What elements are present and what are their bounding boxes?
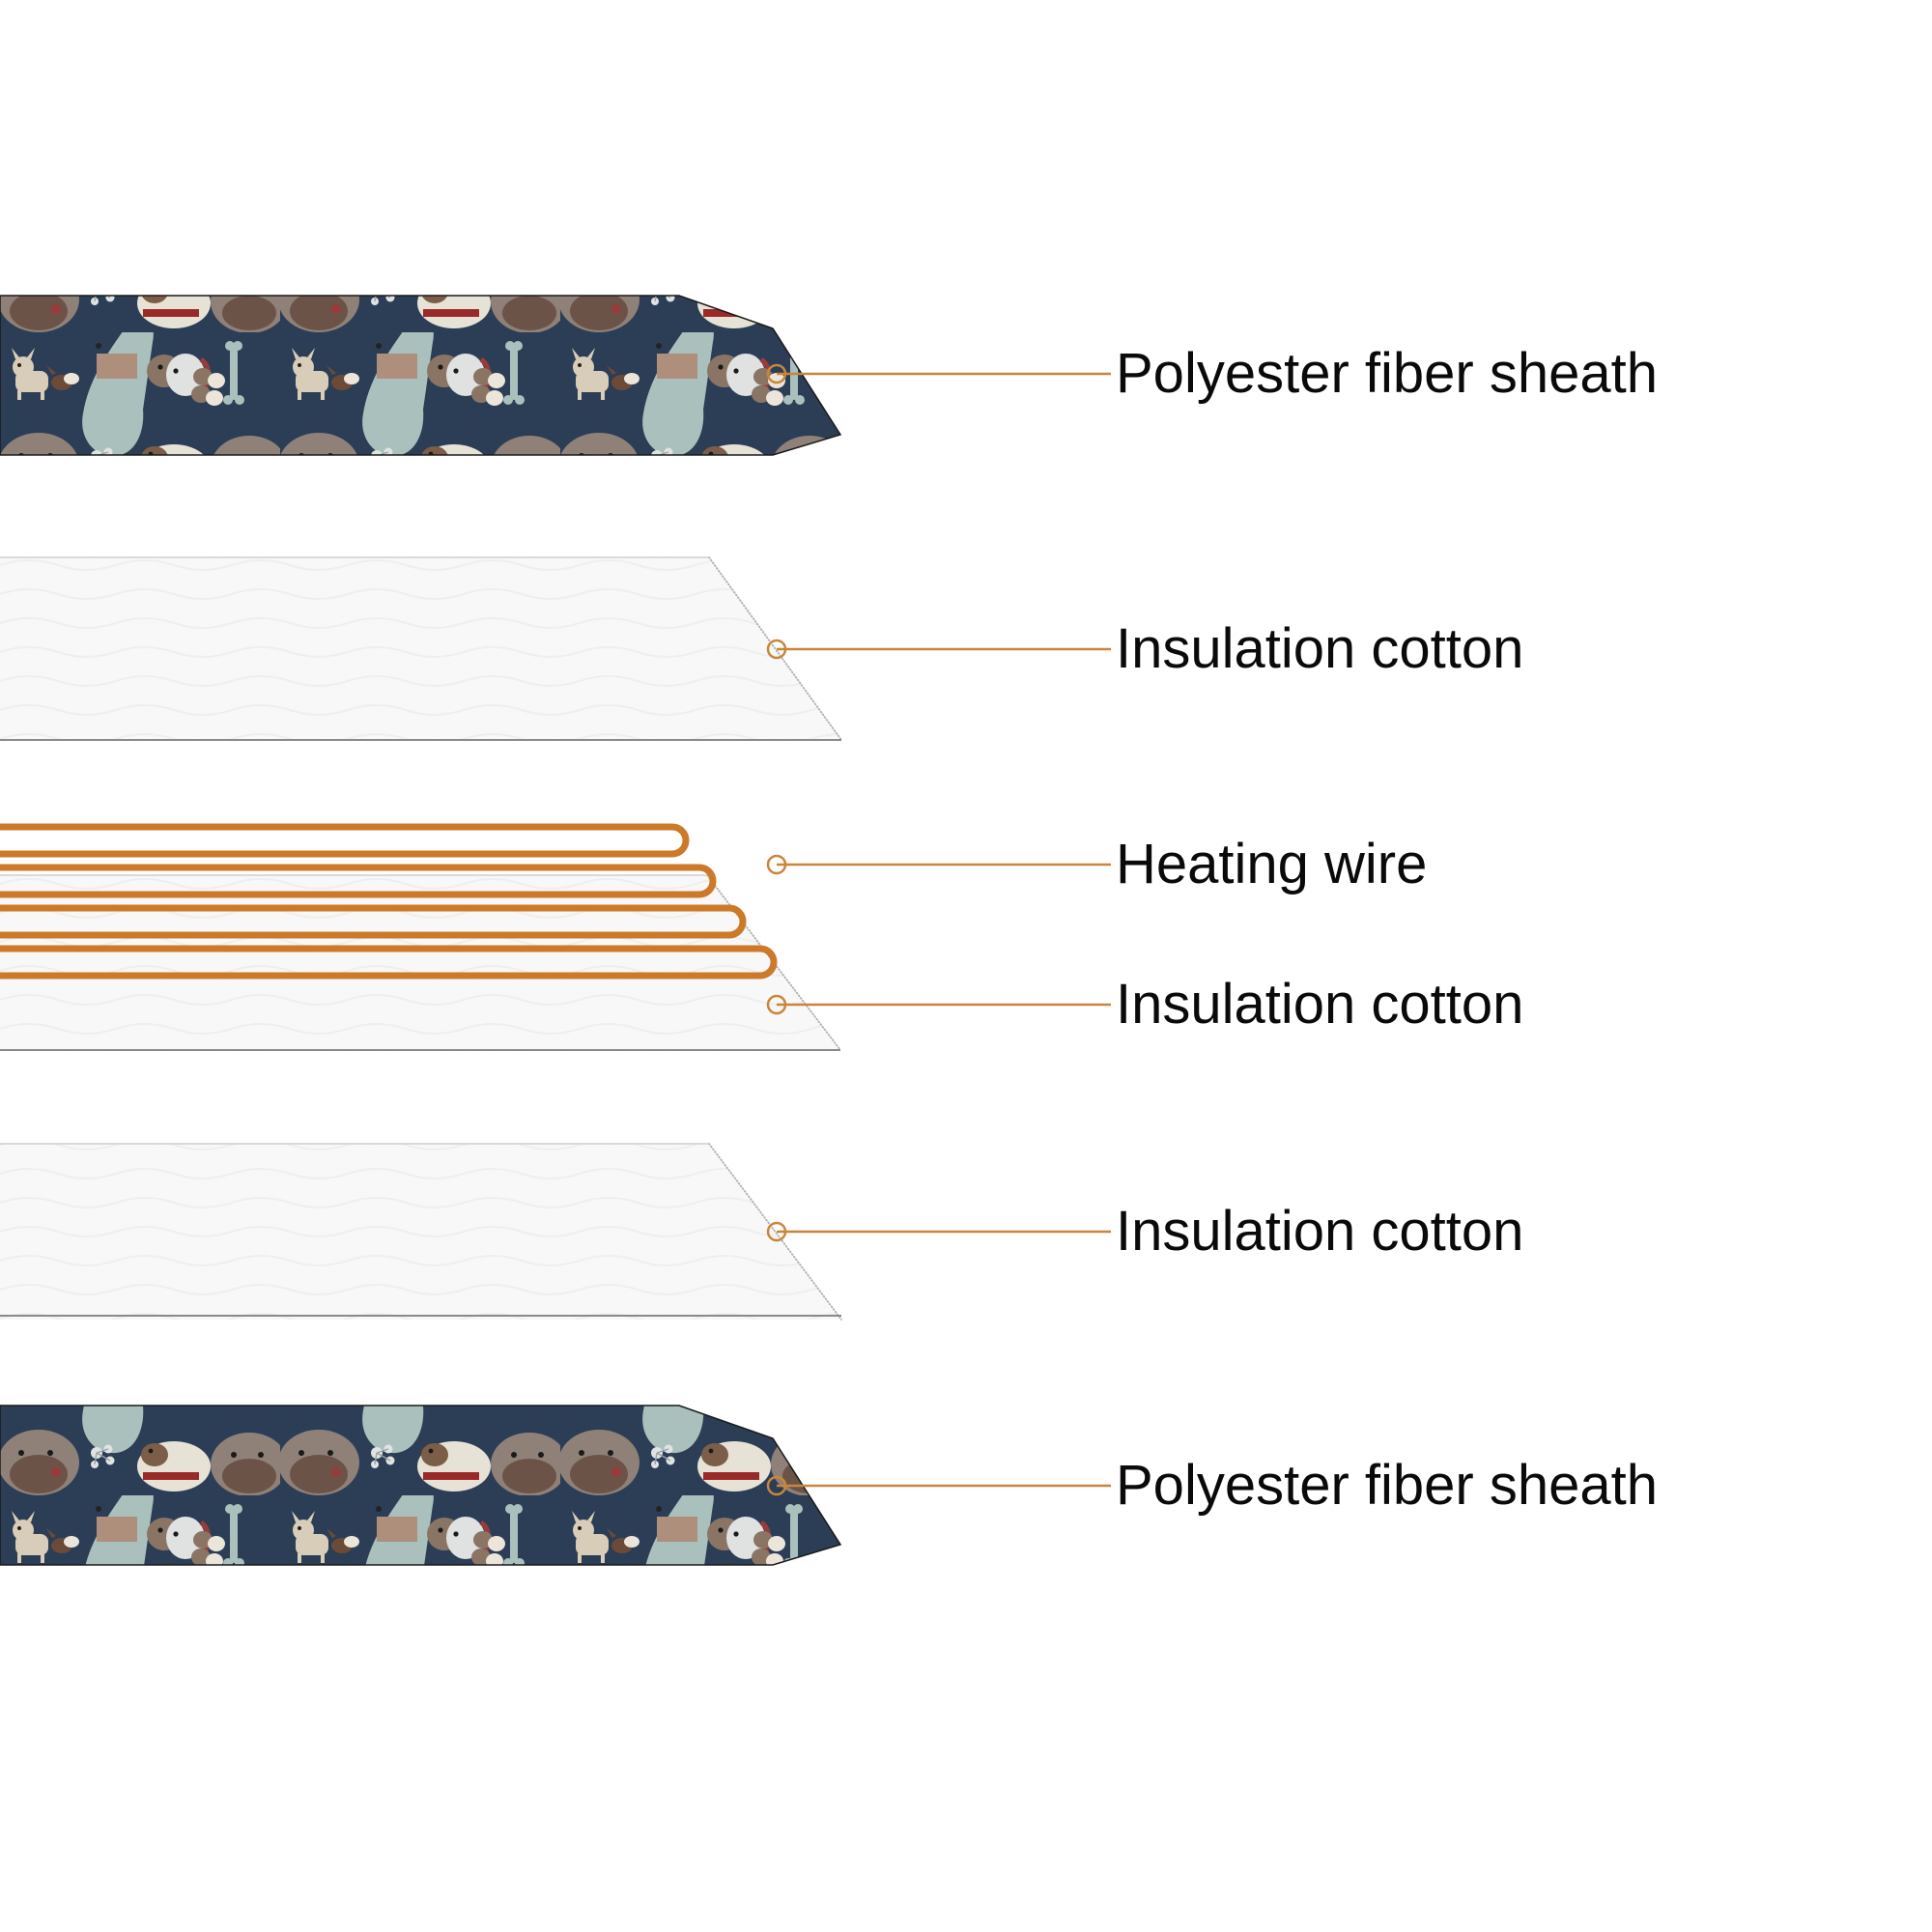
svg-text:Polyester fiber sheath: Polyester fiber sheath bbox=[1116, 342, 1658, 405]
svg-text:Insulation cotton: Insulation cotton bbox=[1116, 973, 1523, 1036]
svg-text:Insulation cotton: Insulation cotton bbox=[1116, 617, 1523, 680]
svg-text:Insulation cotton: Insulation cotton bbox=[1116, 1200, 1523, 1263]
svg-text:Polyester fiber sheath: Polyester fiber sheath bbox=[1116, 1454, 1658, 1517]
svg-text:Heating wire: Heating wire bbox=[1116, 833, 1427, 895]
